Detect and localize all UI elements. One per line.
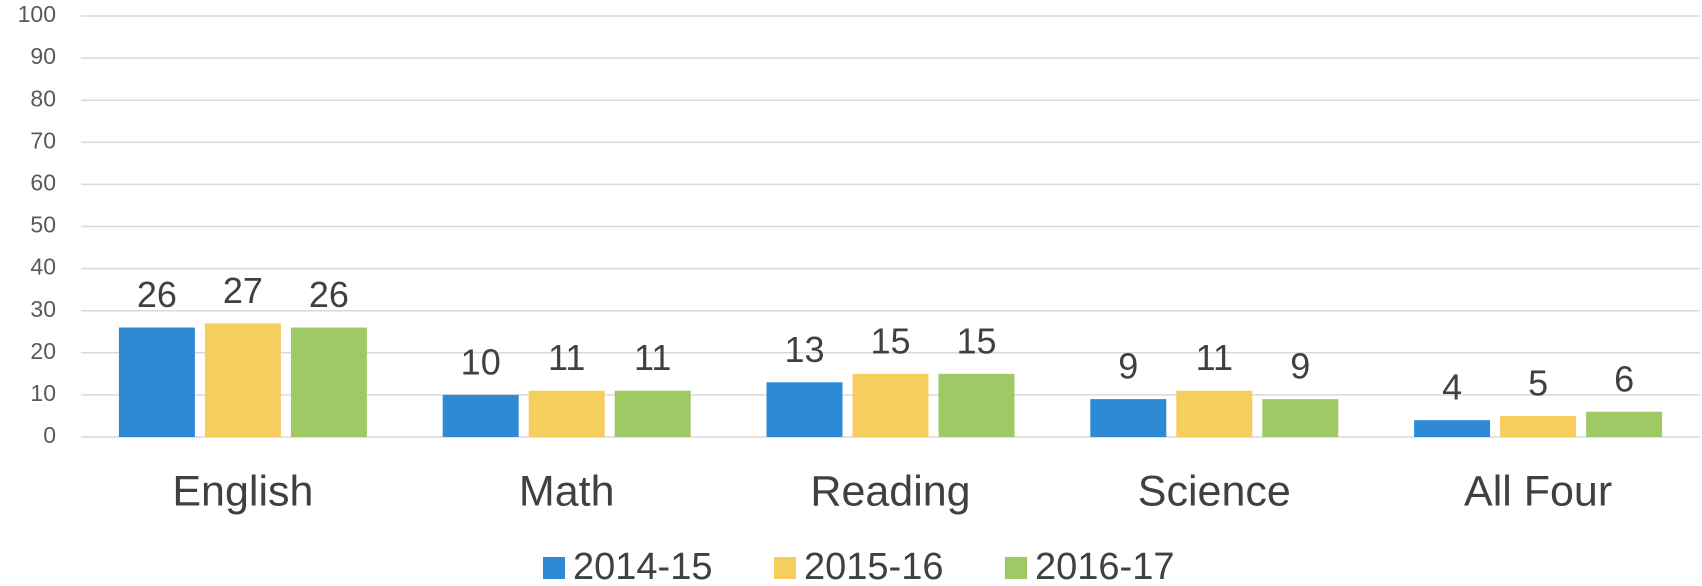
y-tick-label: 100 [18,1,56,27]
bar [1500,415,1577,437]
data-label: 9 [1290,346,1310,387]
y-tick-label: 50 [30,212,56,238]
legend-label: 2016-17 [1035,546,1174,586]
x-tick-label: Reading [810,467,970,515]
bar [204,323,281,437]
legend-swatch [1005,557,1027,579]
y-tick-label: 0 [43,422,56,448]
x-tick-label: Science [1138,467,1291,515]
data-label: 6 [1614,358,1634,399]
y-tick-label: 80 [30,85,56,111]
bar [1586,411,1663,437]
bar [118,327,195,437]
data-label: 9 [1118,346,1138,387]
y-tick-label: 10 [30,380,56,406]
data-label: 4 [1442,367,1462,408]
data-label: 13 [784,329,824,370]
bar [290,327,367,437]
bar [1176,390,1253,437]
data-label: 26 [309,274,349,315]
bar [614,390,691,437]
bar [766,382,843,437]
bar [1262,399,1339,437]
bar [938,373,1015,437]
data-label: 15 [870,320,910,361]
legend-label: 2015-16 [804,546,943,586]
bar [442,394,519,437]
x-tick-label: English [172,467,313,515]
y-tick-label: 90 [30,43,56,69]
x-tick-label: Math [519,467,615,515]
y-tick-label: 20 [30,338,56,364]
y-tick-label: 40 [30,254,56,280]
bar [852,373,929,437]
data-label: 27 [223,270,263,311]
y-tick-label: 30 [30,296,56,322]
y-tick-label: 60 [30,169,56,195]
x-tick-label: All Four [1464,467,1612,515]
data-label: 11 [634,337,671,378]
bar [1414,420,1491,437]
data-label: 11 [548,337,585,378]
data-label: 26 [137,274,177,315]
data-label: 15 [956,320,996,361]
legend-label: 2014-15 [573,546,712,586]
data-label: 10 [461,341,501,382]
data-label: 5 [1528,362,1548,403]
bar [1090,399,1167,437]
legend-swatch [774,557,796,579]
y-tick-label: 70 [30,127,56,153]
bar [528,390,605,437]
data-label: 11 [1196,337,1233,378]
legend-swatch [543,557,565,579]
